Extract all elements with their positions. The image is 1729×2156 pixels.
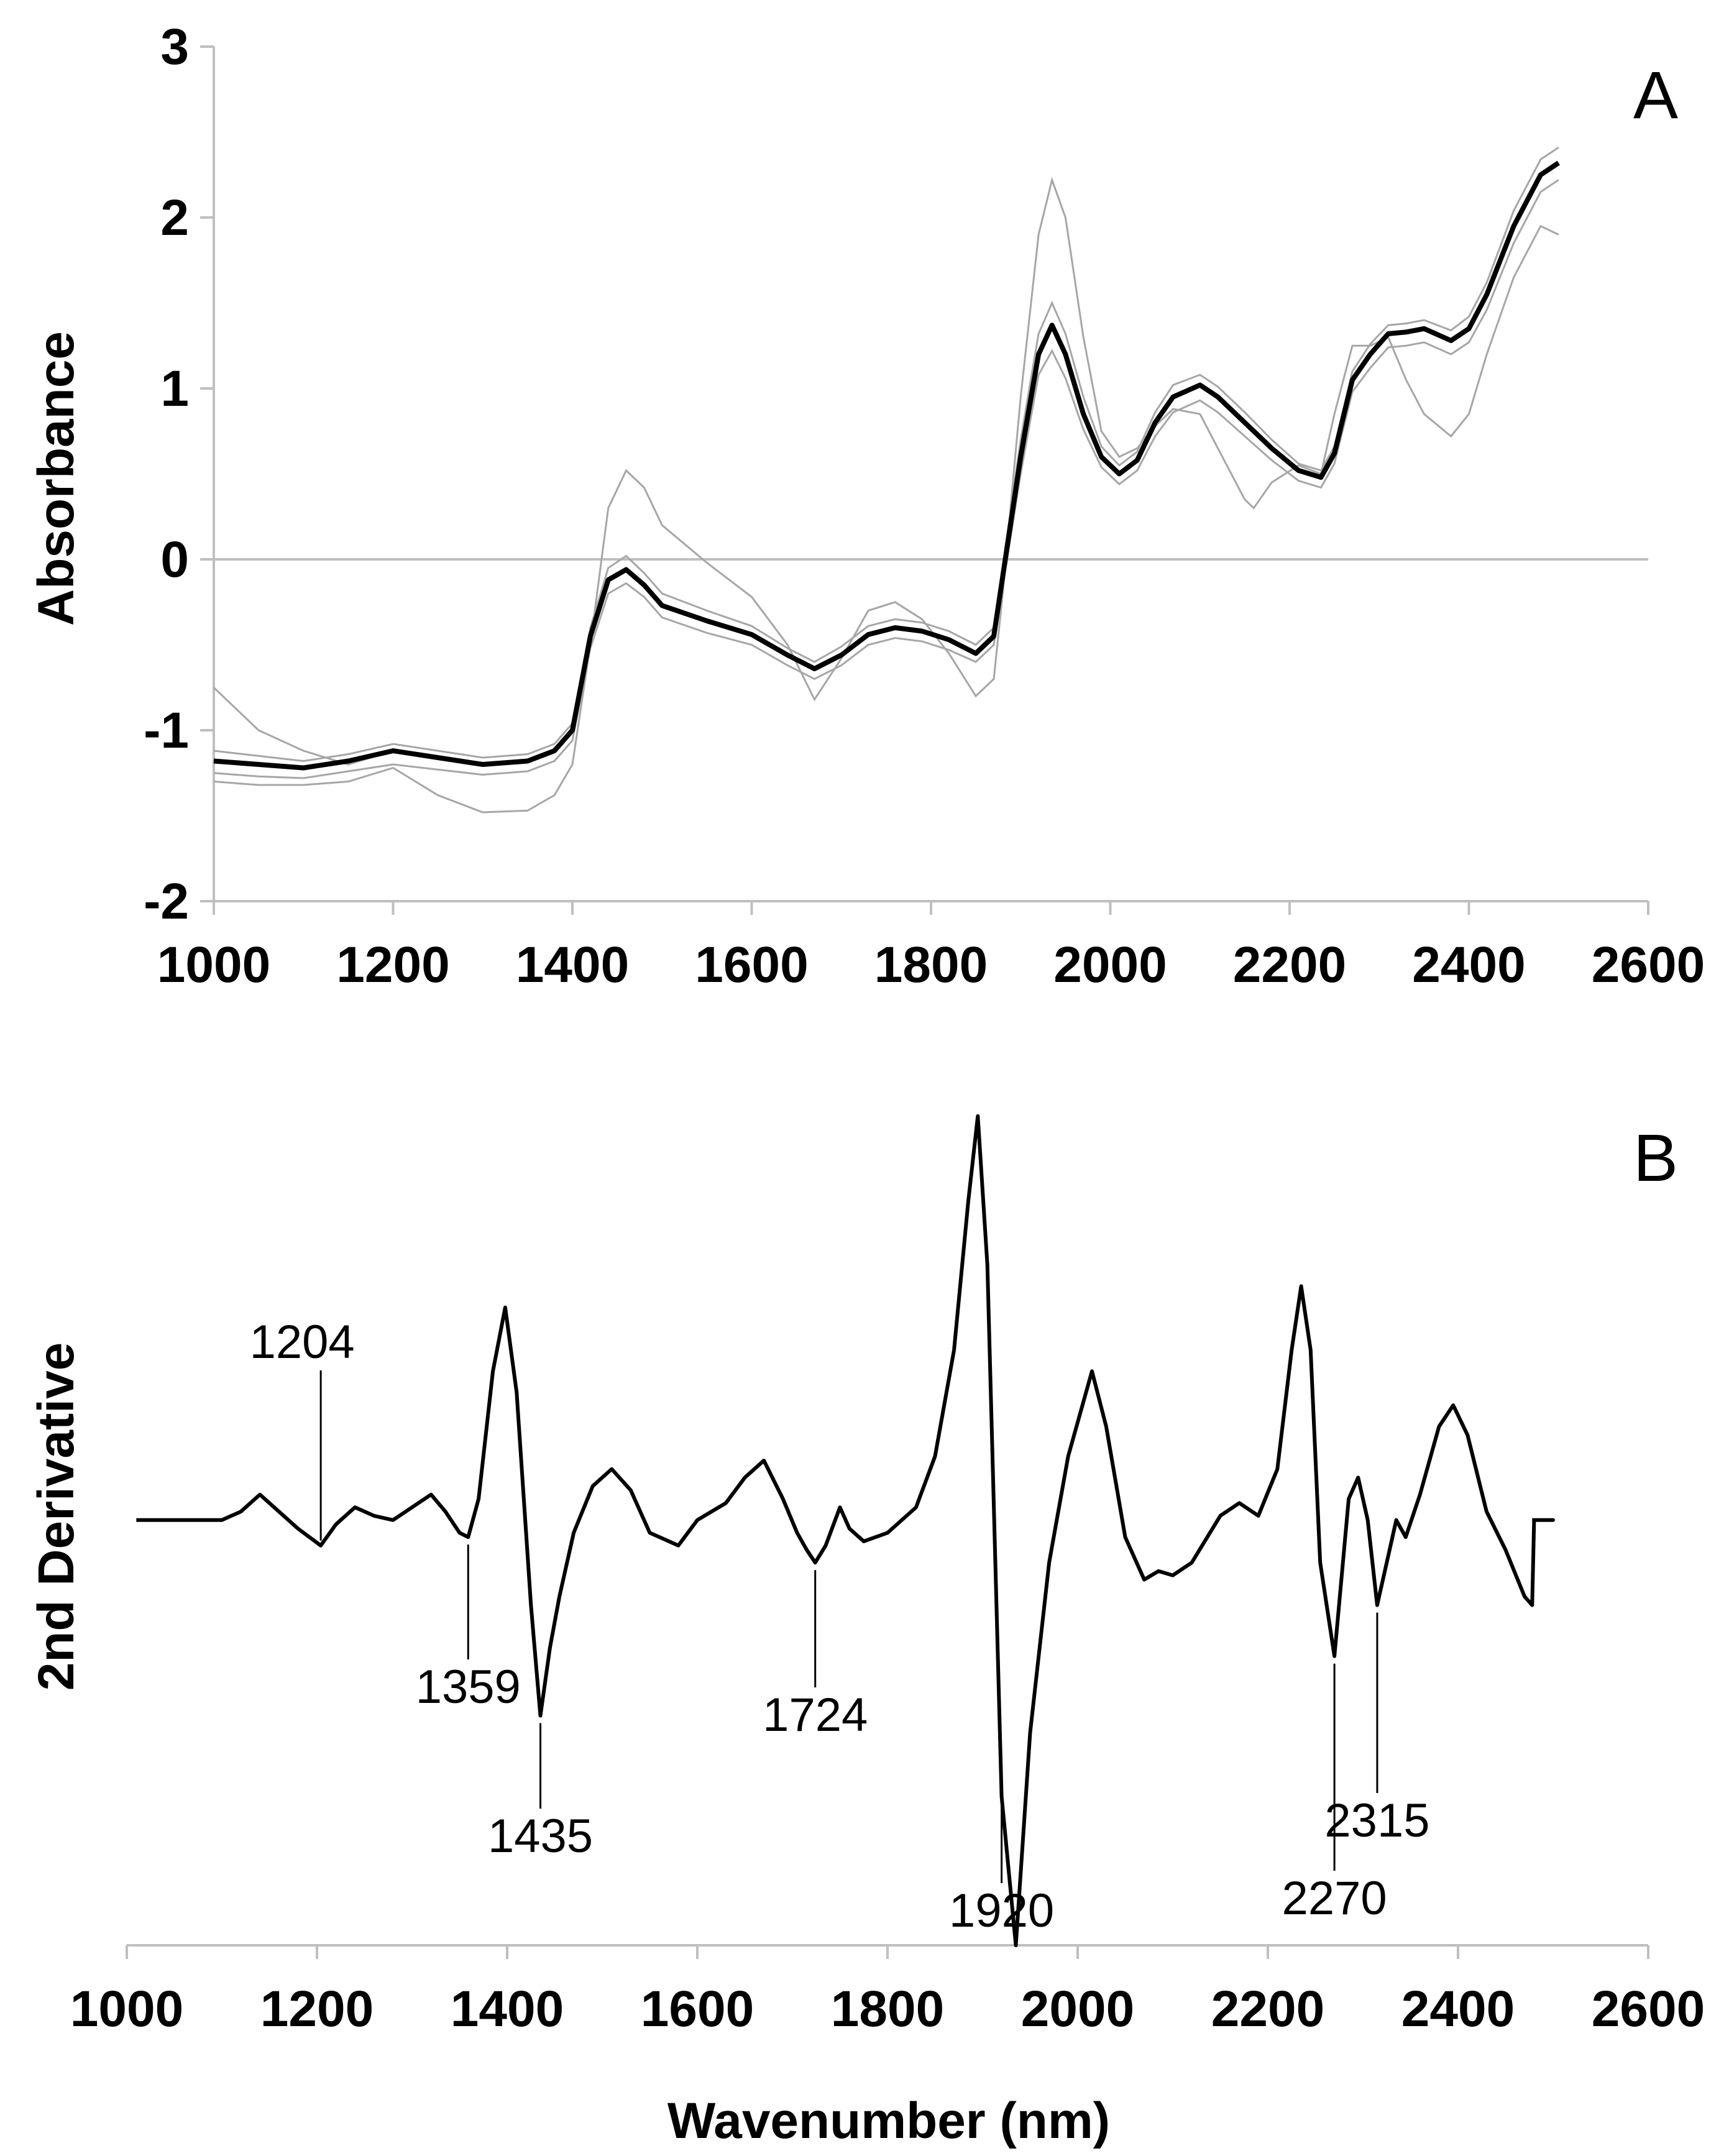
panel-a-y-tick-label: -2 <box>144 873 189 930</box>
panel-b-x-axis-title: Wavenumber (nm) <box>667 2093 1110 2149</box>
panel-b-x-tick-label: 2200 <box>1211 1981 1324 2037</box>
panel-b-axes: 1000 1200 1400 1600 1800 2000 2200 2400 2600 <box>70 1944 1705 2037</box>
panel-a-x-tick-label: 2200 <box>1233 937 1346 993</box>
panel-a-x-tick-label: 1400 <box>516 937 629 993</box>
panel-b-peak-label: 1724 <box>763 1689 868 1741</box>
panel-a-x-tick-label: 1200 <box>336 937 449 993</box>
panel-b-derivative-line <box>136 1114 1555 1947</box>
panel-b-second-derivative: B 2nd Derivative Wavenumber (nm) 1000 120… <box>28 1114 1705 2149</box>
panel-a-series <box>213 147 1561 814</box>
panel-b-peak-label: 2315 <box>1324 1794 1429 1847</box>
panel-b-y-axis-title: 2nd Derivative <box>28 1342 85 1691</box>
panel-b-x-tick-label: 1800 <box>831 1981 944 2037</box>
panel-b-peak-label: 1435 <box>488 1810 593 1863</box>
panel-a-mean-spectrum <box>213 160 1561 771</box>
panel-b-peak-label: 1920 <box>949 1884 1054 1937</box>
panel-b-series <box>136 1114 1555 1947</box>
panel-a-sample-spectrum <box>213 162 1559 766</box>
panel-b-x-tick-label: 2000 <box>1021 1981 1134 2037</box>
panel-a-y-tick-label: -1 <box>144 702 189 759</box>
panel-b-peak-annotations: 1204 1359 1435 1724 1920 2270 2315 <box>250 1316 1430 1937</box>
panel-a-sample-spectrum <box>213 179 1559 779</box>
panel-b-peak-label: 1204 <box>250 1316 355 1369</box>
panel-b-peak-label: 2270 <box>1282 1872 1387 1925</box>
panel-b-x-tick-label: 2600 <box>1592 1981 1705 2037</box>
panel-a-x-tick-label: 2000 <box>1053 937 1167 993</box>
panel-a-y-tick-label: 0 <box>160 531 189 588</box>
panel-a-x-tick-label: 2400 <box>1412 937 1525 993</box>
panel-b-x-tick-label: 1000 <box>70 1981 183 2037</box>
panel-a-sample-spectrum <box>213 147 1559 763</box>
panel-b-peak-label: 1359 <box>416 1661 521 1713</box>
panel-a-axes: -2 -1 0 1 2 3 1000 1200 1400 1600 1800 2000 2200 2400… <box>144 19 1705 993</box>
panel-a-absorbance: A Absorbance -2 -1 0 1 2 3 1000 1200 1400 1600 180… <box>28 19 1705 993</box>
panel-a-x-tick-label: 1800 <box>874 937 988 993</box>
panel-a-y-tick-label: 1 <box>160 360 189 417</box>
panel-a-x-tick-label: 1000 <box>157 937 270 993</box>
panel-b-label: B <box>1633 1120 1678 1195</box>
panel-b-x-tick-label: 1400 <box>451 1981 564 2037</box>
panel-a-y-tick-label: 3 <box>160 19 189 75</box>
panel-a-y-tick-label: 2 <box>160 190 189 246</box>
panel-a-label: A <box>1633 57 1678 132</box>
panel-a-x-tick-label: 2600 <box>1592 937 1705 993</box>
panel-b-x-tick-label: 1600 <box>641 1981 754 2037</box>
panel-a-x-tick-label: 1600 <box>695 937 808 993</box>
panel-b-x-tick-label: 1200 <box>260 1981 374 2037</box>
panel-a-sample-spectrum <box>213 177 1559 814</box>
panel-b-x-tick-label: 2400 <box>1401 1981 1515 2037</box>
panel-a-y-axis-title: Absorbance <box>28 331 85 626</box>
